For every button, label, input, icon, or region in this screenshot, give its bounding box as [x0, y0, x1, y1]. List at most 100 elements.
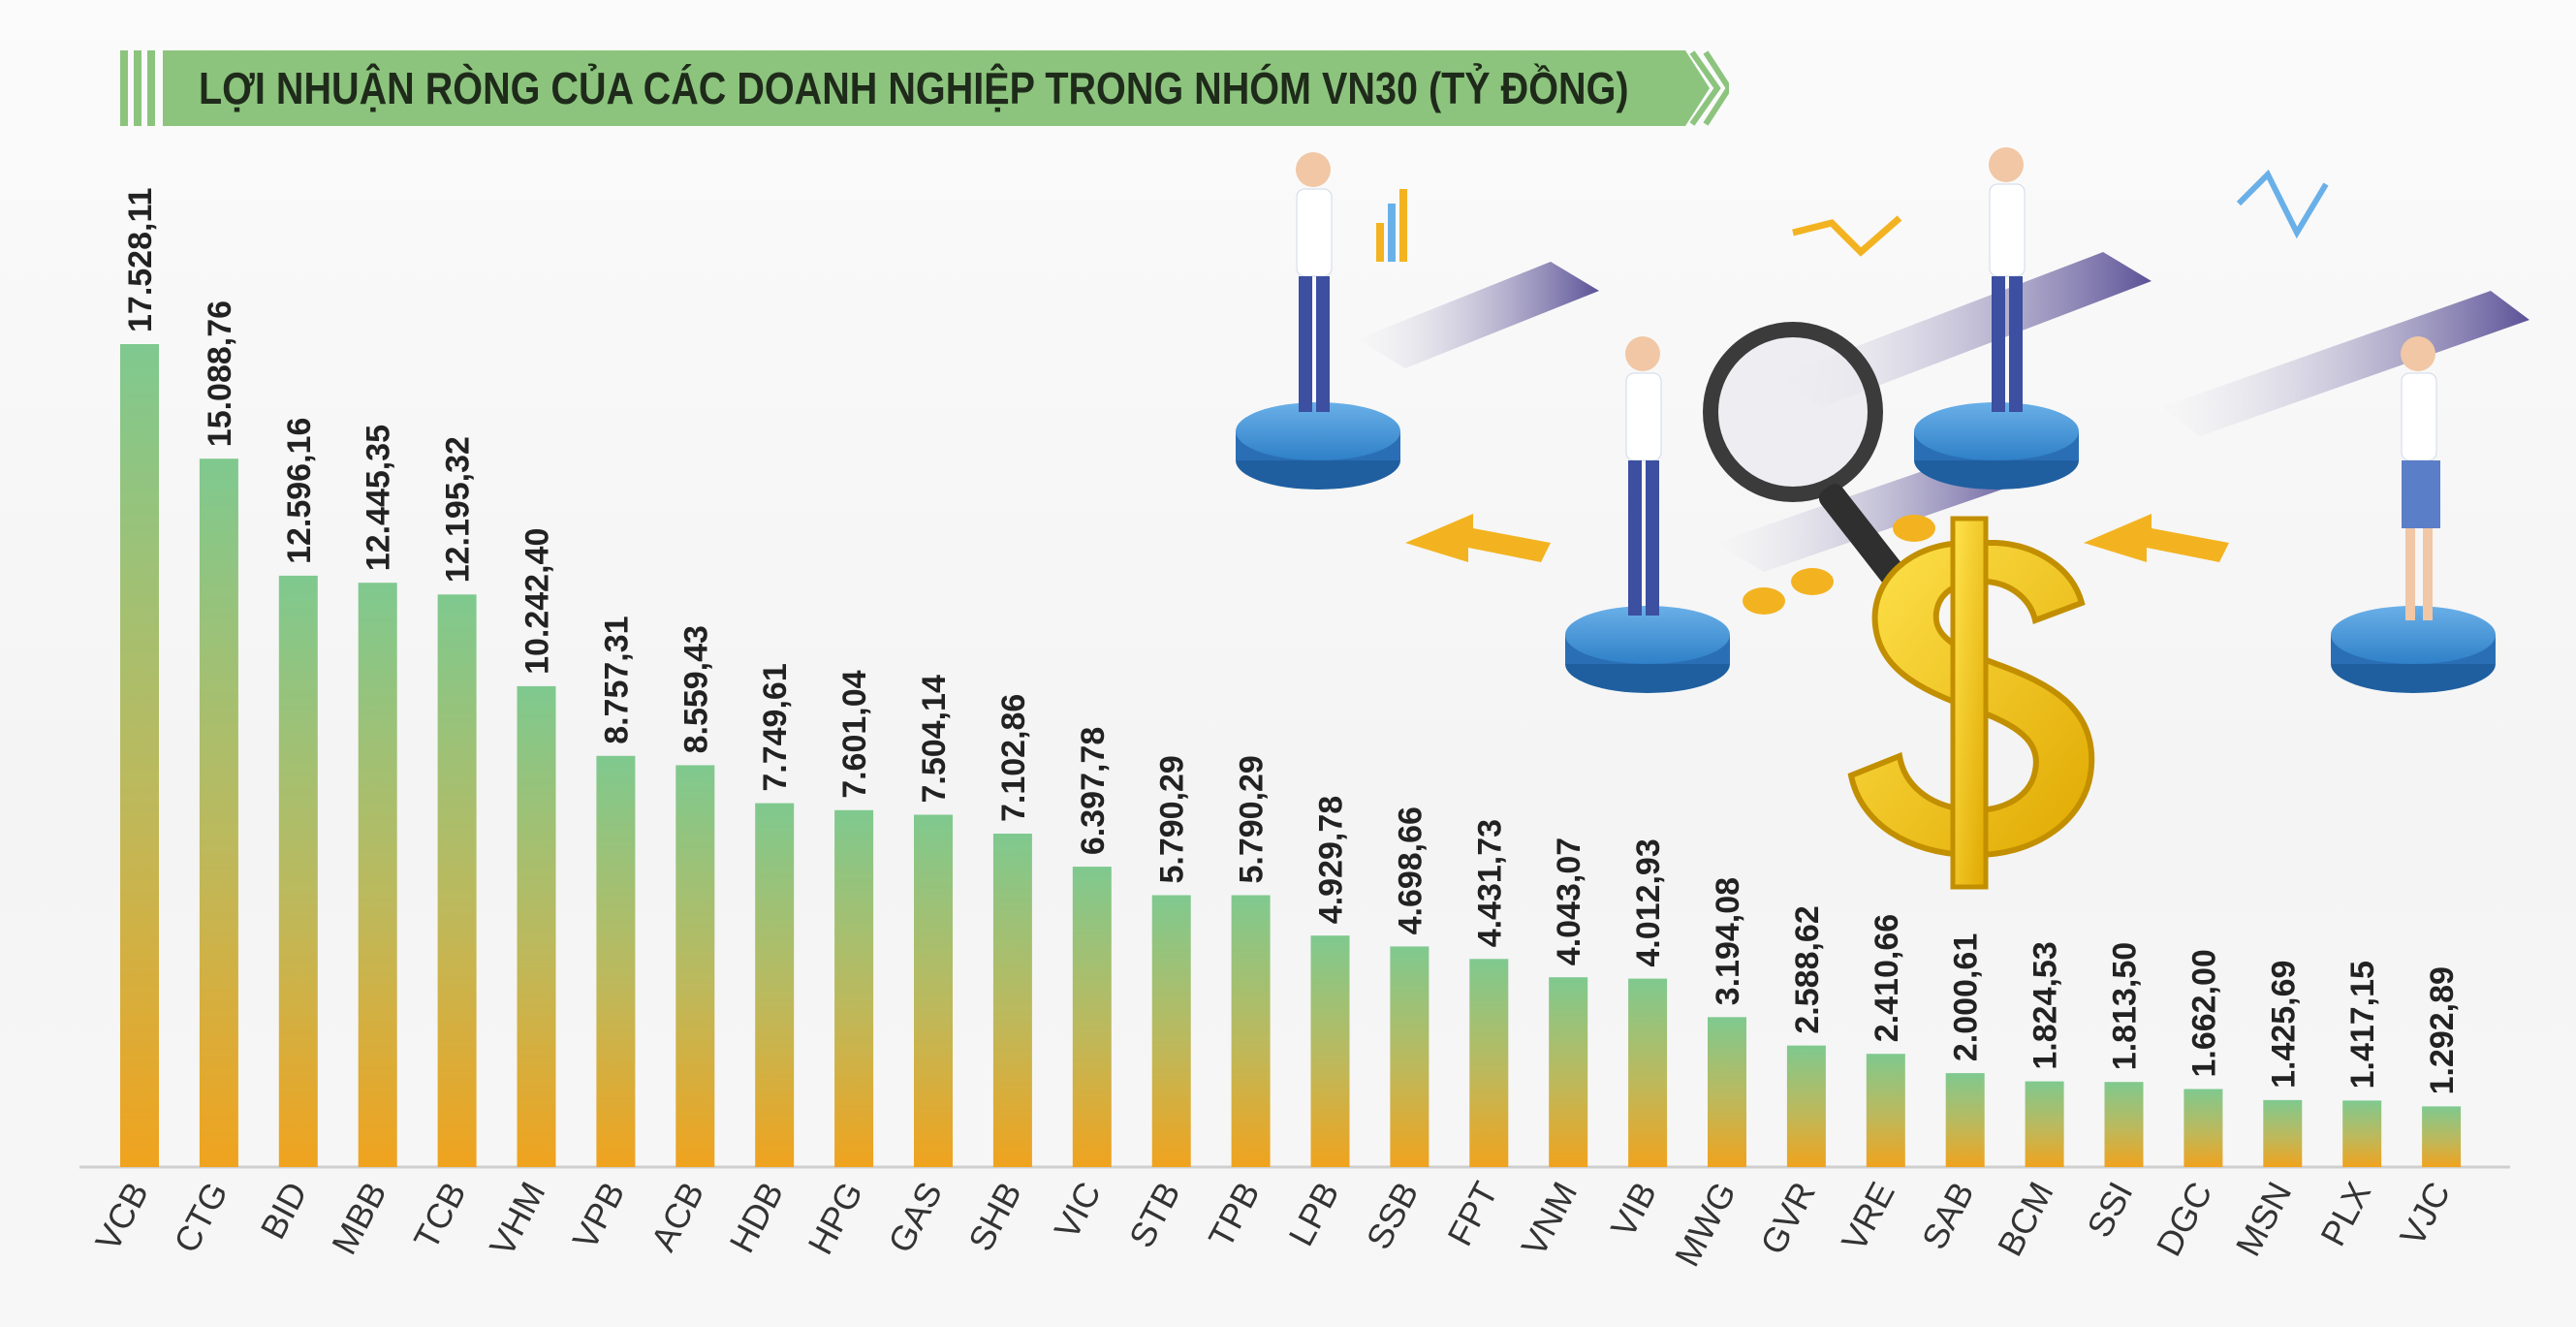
tick-label-ctg: CTG: [166, 1176, 236, 1259]
coin-icon: [1743, 515, 1935, 615]
value-label-tpb: 5.790,29: [1234, 755, 1271, 883]
bar-bid: [278, 575, 318, 1167]
tick-label-vre: VRE: [1834, 1176, 1902, 1258]
bar-vjc: [2422, 1106, 2462, 1167]
tick-label-lpb: LPB: [1280, 1176, 1346, 1252]
tick-label-vcb: VCB: [87, 1176, 156, 1258]
bar-sab: [1945, 1073, 1985, 1167]
tick-label-bcm: BCM: [1990, 1176, 2061, 1263]
tick-label-fpt: FPT: [1439, 1176, 1505, 1252]
bar-vib: [1628, 978, 1668, 1167]
bar-tcb: [437, 594, 477, 1167]
value-label-ssb: 4.698,66: [1392, 806, 1429, 934]
bar-vpb: [596, 755, 636, 1167]
bar-fpt: [1469, 959, 1509, 1167]
tick-label-hpg: HPG: [800, 1176, 870, 1261]
value-label-hdb: 7.749,61: [757, 663, 794, 791]
tick-label-gvr: GVR: [1752, 1176, 1823, 1261]
value-label-vnm: 4.043,07: [1551, 837, 1587, 965]
value-label-plx: 1.417,15: [2344, 961, 2381, 1089]
tick-label-vjc: VJC: [2392, 1176, 2458, 1252]
value-label-mbb: 12.445,35: [361, 425, 397, 571]
mini-chart-icon: [1376, 169, 2329, 262]
bar-tpb: [1231, 895, 1271, 1167]
tick-label-hdb: HDB: [721, 1176, 791, 1259]
tick-label-vpb: VPB: [564, 1176, 632, 1256]
bar-ctg: [199, 458, 238, 1167]
bar-ssi: [2104, 1082, 2144, 1167]
tick-label-mwg: MWG: [1667, 1176, 1744, 1273]
podium: [1236, 402, 2496, 693]
bar-lpb: [1310, 935, 1350, 1167]
bar-bcm: [2025, 1081, 2064, 1167]
tick-label-vib: VIB: [1603, 1176, 1664, 1244]
value-label-vcb: 17.528,11: [122, 188, 159, 332]
value-label-sab: 2.000,61: [1948, 933, 1985, 1061]
value-label-vre: 2.410,66: [1869, 914, 1905, 1042]
tick-label-sab: SAB: [1914, 1176, 1982, 1256]
tick-label-mbb: MBB: [324, 1176, 394, 1261]
tick-label-ssb: SSB: [1358, 1176, 1426, 1256]
bar-hpg: [834, 809, 874, 1167]
value-label-fpt: 4.431,73: [1471, 819, 1508, 947]
tick-label-bid: BID: [252, 1176, 314, 1246]
bar-gas: [914, 814, 953, 1167]
bar-acb: [675, 765, 715, 1167]
value-label-gas: 7.504,14: [916, 675, 953, 803]
bar-vnm: [1549, 977, 1588, 1167]
bar-mwg: [1708, 1017, 1746, 1167]
tick-label-vhm: VHM: [482, 1176, 553, 1263]
bar-shb: [992, 834, 1032, 1167]
value-label-ssi: 1.813,50: [2107, 942, 2144, 1070]
tick-label-plx: PLX: [2312, 1176, 2378, 1252]
tick-label-acb: ACB: [643, 1176, 711, 1258]
bar-gvr: [1786, 1045, 1826, 1167]
tick-label-msn: MSN: [2228, 1176, 2300, 1263]
bar-hdb: [755, 803, 795, 1167]
value-label-hpg: 7.601,04: [836, 670, 873, 798]
chart-title: LỢI NHUẬN RÒNG CỦA CÁC DOANH NGHIỆP TRON…: [199, 63, 1629, 113]
bar-vhm: [517, 685, 556, 1167]
value-label-dgc: 1.662,00: [2185, 949, 2222, 1077]
bar-mbb: [358, 583, 397, 1167]
dollar-sign-icon: [1847, 516, 2095, 890]
tick-label-stb: STB: [1121, 1176, 1188, 1254]
tick-label-tcb: TCB: [406, 1176, 474, 1256]
bar-ssb: [1390, 946, 1429, 1167]
value-label-vic: 6.397,78: [1075, 727, 1112, 855]
tick-label-shb: SHB: [960, 1176, 1029, 1258]
bar-vic: [1072, 867, 1112, 1167]
value-label-vib: 4.012,93: [1630, 838, 1667, 966]
bar-dgc: [2183, 1089, 2223, 1167]
tick-label-gas: GAS: [880, 1176, 950, 1259]
value-label-vhm: 10.242,40: [519, 528, 556, 675]
person-figure: [1296, 147, 2440, 620]
magnifier-icon: [1703, 322, 1911, 592]
value-label-acb: 8.559,43: [677, 625, 714, 753]
arrow-icon: [1405, 514, 2229, 562]
tick-label-tpb: TPB: [1201, 1176, 1268, 1254]
value-label-lpb: 4.929,78: [1313, 796, 1350, 924]
value-label-vpb: 8.757,31: [598, 616, 635, 743]
tick-label-vnm: VNM: [1514, 1176, 1586, 1263]
value-label-vjc: 1.292,89: [2424, 966, 2461, 1094]
value-label-bcm: 1.824,53: [2027, 941, 2064, 1069]
value-label-mwg: 3.194,08: [1710, 877, 1746, 1005]
value-label-ctg: 15.088,76: [202, 300, 238, 447]
title-banner: [120, 50, 1729, 126]
tick-label-dgc: DGC: [2149, 1176, 2220, 1263]
bar-stb: [1151, 895, 1191, 1167]
value-label-bid: 12.596,16: [281, 418, 318, 564]
value-label-shb: 7.102,86: [995, 694, 1032, 822]
bar-vre: [1866, 1054, 1905, 1167]
bar-msn: [2263, 1099, 2303, 1167]
value-label-stb: 5.790,29: [1154, 755, 1191, 883]
tick-label-ssi: SSI: [2079, 1176, 2140, 1244]
value-label-msn: 1.425,69: [2265, 961, 2302, 1089]
business-people-illustration: [1236, 147, 2529, 890]
bar-plx: [2342, 1100, 2382, 1167]
tick-label-vic: VIC: [1046, 1176, 1108, 1246]
bar-vcb: [120, 344, 159, 1167]
value-label-tcb: 12.195,32: [440, 436, 477, 583]
